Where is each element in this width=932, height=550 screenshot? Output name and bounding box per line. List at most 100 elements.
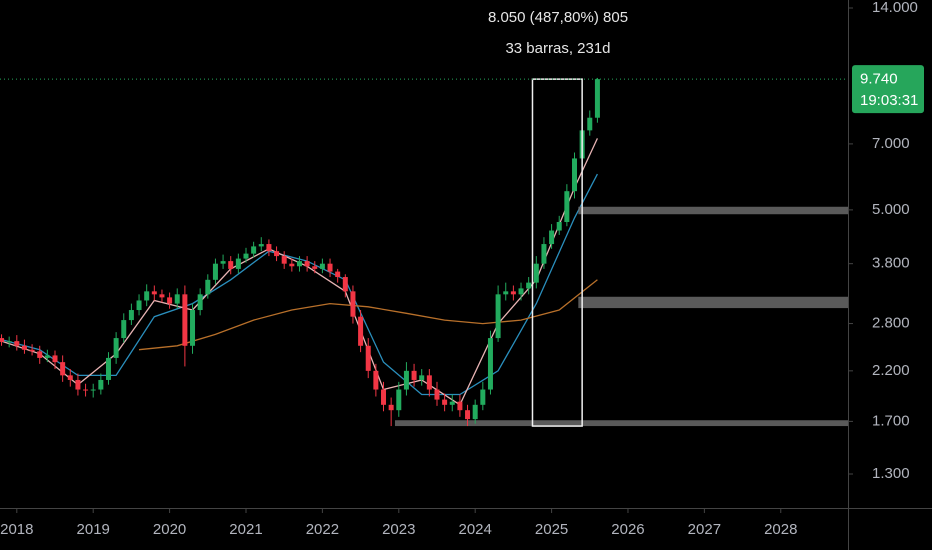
candle-body [121,320,127,339]
candle-body [113,338,119,358]
candle-body [37,351,43,358]
candle-body [457,401,463,411]
measure-label: 8.050 (487,80%) 805 [488,9,628,26]
candle-body [304,261,310,267]
y-tick-label: 7.000 [872,135,910,152]
moving-average [138,279,598,351]
candle-body [159,294,165,298]
candle-body [174,294,180,304]
candle-body [60,362,66,376]
candle-body [327,263,333,272]
candle-body [197,294,203,311]
candle-body [449,401,455,405]
x-tick-label: 2028 [764,521,797,538]
candle-body [220,261,226,264]
y-tick-label: 5.000 [872,201,910,218]
candle-body [251,246,257,254]
candle-body [0,338,5,342]
candle-body [526,282,532,289]
y-tick-label: 3.800 [872,255,910,272]
x-tick-label: 2019 [77,521,110,538]
candle-body [495,294,501,339]
y-tick-label: 1.300 [872,465,910,482]
y-tick-label: 2.200 [872,362,910,379]
candle-body [190,310,196,346]
candle-body [14,341,20,346]
candle-body [388,404,394,411]
support-zone [578,296,848,309]
candle-body [472,404,478,420]
candle-body [205,279,211,295]
x-tick-label: 2020 [153,521,186,538]
candle-body [411,370,417,380]
candle-body [541,244,547,264]
candle-body [426,375,432,390]
candle-body [419,375,425,380]
moving-average [1,138,598,406]
candle-body [167,297,173,304]
candle-body [350,291,356,317]
y-tick-label: 2.800 [872,315,910,332]
candle-body [258,244,264,247]
candle-body [235,258,241,269]
candle-body [381,389,387,405]
candle-body [587,117,593,131]
candle-body [556,222,562,231]
moving-average [1,173,598,396]
candle-body [67,375,73,380]
candle-body [281,256,287,264]
candle-body [373,370,379,390]
y-tick-label: 1.700 [872,412,910,429]
candle-body [510,291,516,295]
candle-body [75,379,81,390]
candle-body [144,291,150,301]
measure-box [531,78,583,427]
candle-body [434,389,440,400]
candle-body [358,316,364,346]
candle-body [105,357,111,380]
countdown-label: 19:03:31 [860,92,918,109]
candle-body [274,251,280,257]
support-zone [394,420,848,427]
candle-body [365,345,371,371]
candle-body [396,389,402,411]
candle-body [319,263,325,269]
candle-body [90,389,96,391]
candle-body [266,244,272,252]
candle-body [83,389,89,391]
x-tick-label: 2021 [229,521,262,538]
candle-body [518,288,524,295]
support-zone [578,206,848,215]
x-tick-label: 2024 [458,521,491,538]
candle-body [503,291,509,295]
x-tick-label: 2025 [535,521,568,538]
candle-body [289,263,295,267]
candle-body [296,261,302,267]
candle-body [21,345,27,350]
x-tick-label: 2026 [611,521,644,538]
measure-label: 33 barras, 231d [505,40,610,57]
candle-body [98,379,104,390]
candle-body [228,261,234,269]
candle-body [243,253,249,259]
candle-body [44,355,50,358]
candle-body [335,271,341,278]
candle-body [594,79,600,118]
candle-body [6,341,12,343]
x-tick-label: 2023 [382,521,415,538]
candle-body [29,349,35,352]
candle-body [442,399,448,405]
candle-body [572,158,578,192]
candle-body [212,263,218,280]
candle-body [52,355,58,363]
candle-body [480,389,486,405]
y-tick-label: 14.000 [872,0,918,16]
candle-body [403,370,409,390]
candle-body [312,266,318,269]
candle-body [465,410,471,420]
candle-body [128,310,134,321]
last-price-label: 9.740 [860,71,898,88]
candle-body [564,191,570,223]
